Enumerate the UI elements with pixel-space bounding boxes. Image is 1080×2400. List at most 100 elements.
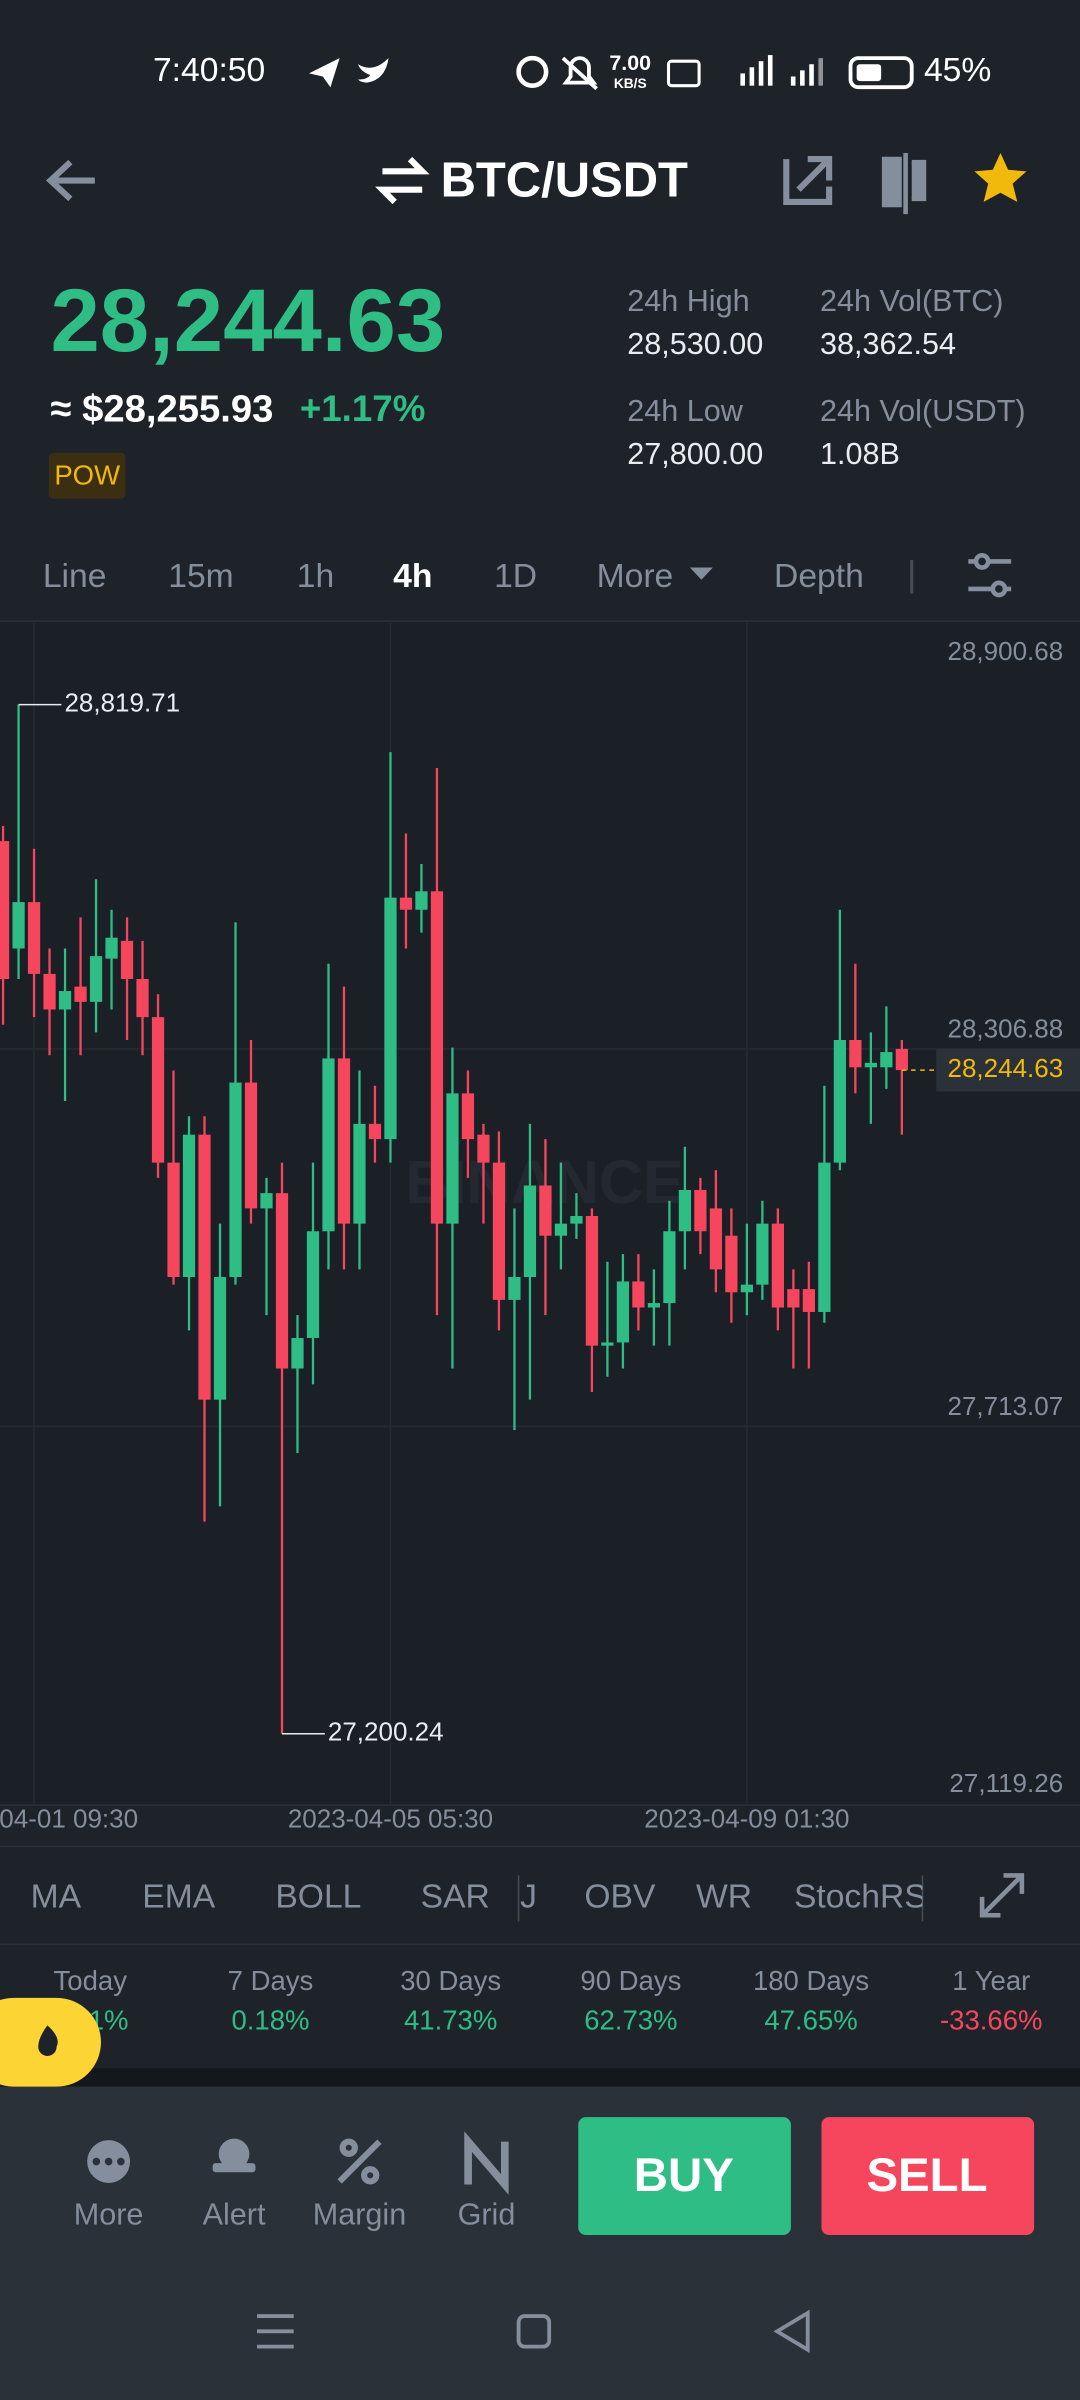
candle-body bbox=[182, 1134, 196, 1278]
sell-label[interactable]: SELL bbox=[866, 2149, 987, 2202]
battery-text: 45% bbox=[924, 52, 991, 89]
candle-body bbox=[120, 940, 134, 979]
interval-tab[interactable]: Line bbox=[43, 558, 107, 595]
candle-body bbox=[399, 897, 413, 910]
buy-button[interactable] bbox=[578, 2117, 791, 2235]
stat-label: 24h High bbox=[627, 284, 749, 318]
perf-value: 0.18% bbox=[231, 2005, 309, 2036]
candle-body bbox=[585, 1216, 599, 1346]
candle-body bbox=[136, 978, 149, 1018]
y-tick-label: 27,119.26 bbox=[949, 1768, 1063, 1798]
interval-tab[interactable]: 1D bbox=[494, 558, 537, 595]
interval-tab[interactable]: Depth bbox=[774, 558, 864, 595]
expand-icon[interactable] bbox=[979, 1873, 1025, 1918]
y-tick-label: 27,713.07 bbox=[948, 1391, 1064, 1421]
indicator-tab[interactable]: J bbox=[520, 1878, 537, 1915]
indicator-tab[interactable]: SAR bbox=[421, 1878, 490, 1915]
interval-tab[interactable]: 4h bbox=[393, 558, 432, 595]
candle-body bbox=[663, 1231, 676, 1304]
interval-tab[interactable]: 1h bbox=[297, 558, 334, 595]
indicator-tab[interactable]: EMA bbox=[142, 1878, 215, 1915]
buy-label[interactable]: BUY bbox=[634, 2149, 734, 2202]
candle-body bbox=[213, 1277, 227, 1400]
candle-body bbox=[647, 1303, 661, 1308]
candle-body bbox=[275, 1193, 289, 1369]
candle-body bbox=[554, 1223, 568, 1236]
candle-body bbox=[74, 986, 87, 1002]
action-label[interactable]: Margin bbox=[313, 2198, 406, 2232]
candle-body bbox=[740, 1284, 754, 1293]
last-price-bg bbox=[936, 1048, 1080, 1092]
candle-body bbox=[756, 1223, 769, 1285]
candle-body bbox=[678, 1189, 692, 1232]
candle-body bbox=[539, 1185, 552, 1236]
action-label[interactable]: More bbox=[74, 2198, 144, 2232]
candle-body bbox=[492, 1162, 506, 1300]
candle-body bbox=[864, 1062, 877, 1068]
usd-price: ≈ $28,255.93 bbox=[50, 388, 273, 431]
alarm-icon bbox=[516, 55, 549, 88]
indicator-tab[interactable]: WR bbox=[696, 1878, 752, 1915]
candle-body bbox=[415, 891, 428, 910]
candle-body bbox=[89, 956, 103, 1002]
candle-body bbox=[895, 1048, 908, 1071]
indicator-tab[interactable]: StochRS bbox=[794, 1878, 927, 1915]
twitter-icon bbox=[357, 58, 389, 83]
indicator-bar: MA EMA BOLL SAR J OBV WR StochRS bbox=[31, 1878, 927, 1915]
x-tick-label: 2023-04-05 05:30 bbox=[288, 1803, 493, 1833]
candle-body bbox=[818, 1162, 831, 1312]
perf-value: 47.65% bbox=[764, 2005, 857, 2036]
candle-body bbox=[725, 1235, 738, 1293]
candle-body bbox=[709, 1208, 723, 1270]
back-button[interactable] bbox=[45, 159, 95, 202]
candle-body bbox=[198, 1134, 211, 1400]
favorite-star[interactable] bbox=[974, 152, 1027, 202]
indicator-tab[interactable]: BOLL bbox=[275, 1878, 361, 1915]
candle-body bbox=[167, 1162, 180, 1278]
settings-icon[interactable] bbox=[968, 553, 1012, 598]
net-unit: KB/S bbox=[614, 76, 647, 91]
candle-body bbox=[880, 1052, 893, 1068]
compare-icon[interactable] bbox=[881, 152, 927, 215]
candle-body bbox=[849, 1039, 862, 1068]
candle-body bbox=[353, 1123, 366, 1224]
tag: POW bbox=[54, 460, 120, 491]
perf-label: 180 Days bbox=[753, 1965, 869, 1996]
telegram-icon bbox=[309, 58, 340, 88]
indicator-tab[interactable]: OBV bbox=[584, 1878, 656, 1915]
indicator-tab[interactable]: MA bbox=[31, 1878, 82, 1915]
share-icon[interactable] bbox=[783, 156, 833, 205]
perf-value: 62.73% bbox=[584, 2005, 677, 2036]
pair-title[interactable]: BTC/USDT bbox=[441, 154, 688, 208]
action-label[interactable]: Alert bbox=[203, 2198, 266, 2232]
action-label[interactable]: Grid bbox=[458, 2198, 516, 2232]
swap-icon[interactable] bbox=[375, 156, 430, 205]
stat-value: 28,530.00 bbox=[627, 327, 763, 361]
candle-body bbox=[787, 1289, 800, 1308]
candle-body bbox=[151, 1017, 165, 1163]
perf-label: Today bbox=[54, 1965, 128, 1996]
x-tick-label: 2023-04-09 01:30 bbox=[644, 1803, 849, 1833]
candle-body bbox=[570, 1216, 583, 1224]
candle-body bbox=[306, 1231, 320, 1339]
candle-body bbox=[771, 1223, 784, 1308]
candle-body bbox=[632, 1281, 645, 1308]
perf-label: 7 Days bbox=[228, 1965, 314, 1996]
system-nav bbox=[256, 2309, 810, 2354]
stat-value: 1.08B bbox=[820, 437, 900, 471]
signal-icons bbox=[666, 55, 824, 88]
candle-body bbox=[508, 1277, 521, 1300]
candle-body bbox=[523, 1185, 537, 1278]
sell-button[interactable] bbox=[821, 2117, 1035, 2235]
battery-icon bbox=[848, 56, 914, 90]
x-tick-label: 04-01 09:30 bbox=[0, 1803, 138, 1833]
candle-body bbox=[384, 897, 397, 1140]
last-price-label: 28,244.63 bbox=[948, 1053, 1064, 1083]
interval-tab[interactable]: 15m bbox=[168, 558, 233, 595]
candle-body bbox=[337, 1058, 351, 1224]
candle-body bbox=[446, 1093, 459, 1224]
candle-body bbox=[601, 1342, 614, 1346]
interval-tab[interactable]: More bbox=[597, 558, 674, 595]
